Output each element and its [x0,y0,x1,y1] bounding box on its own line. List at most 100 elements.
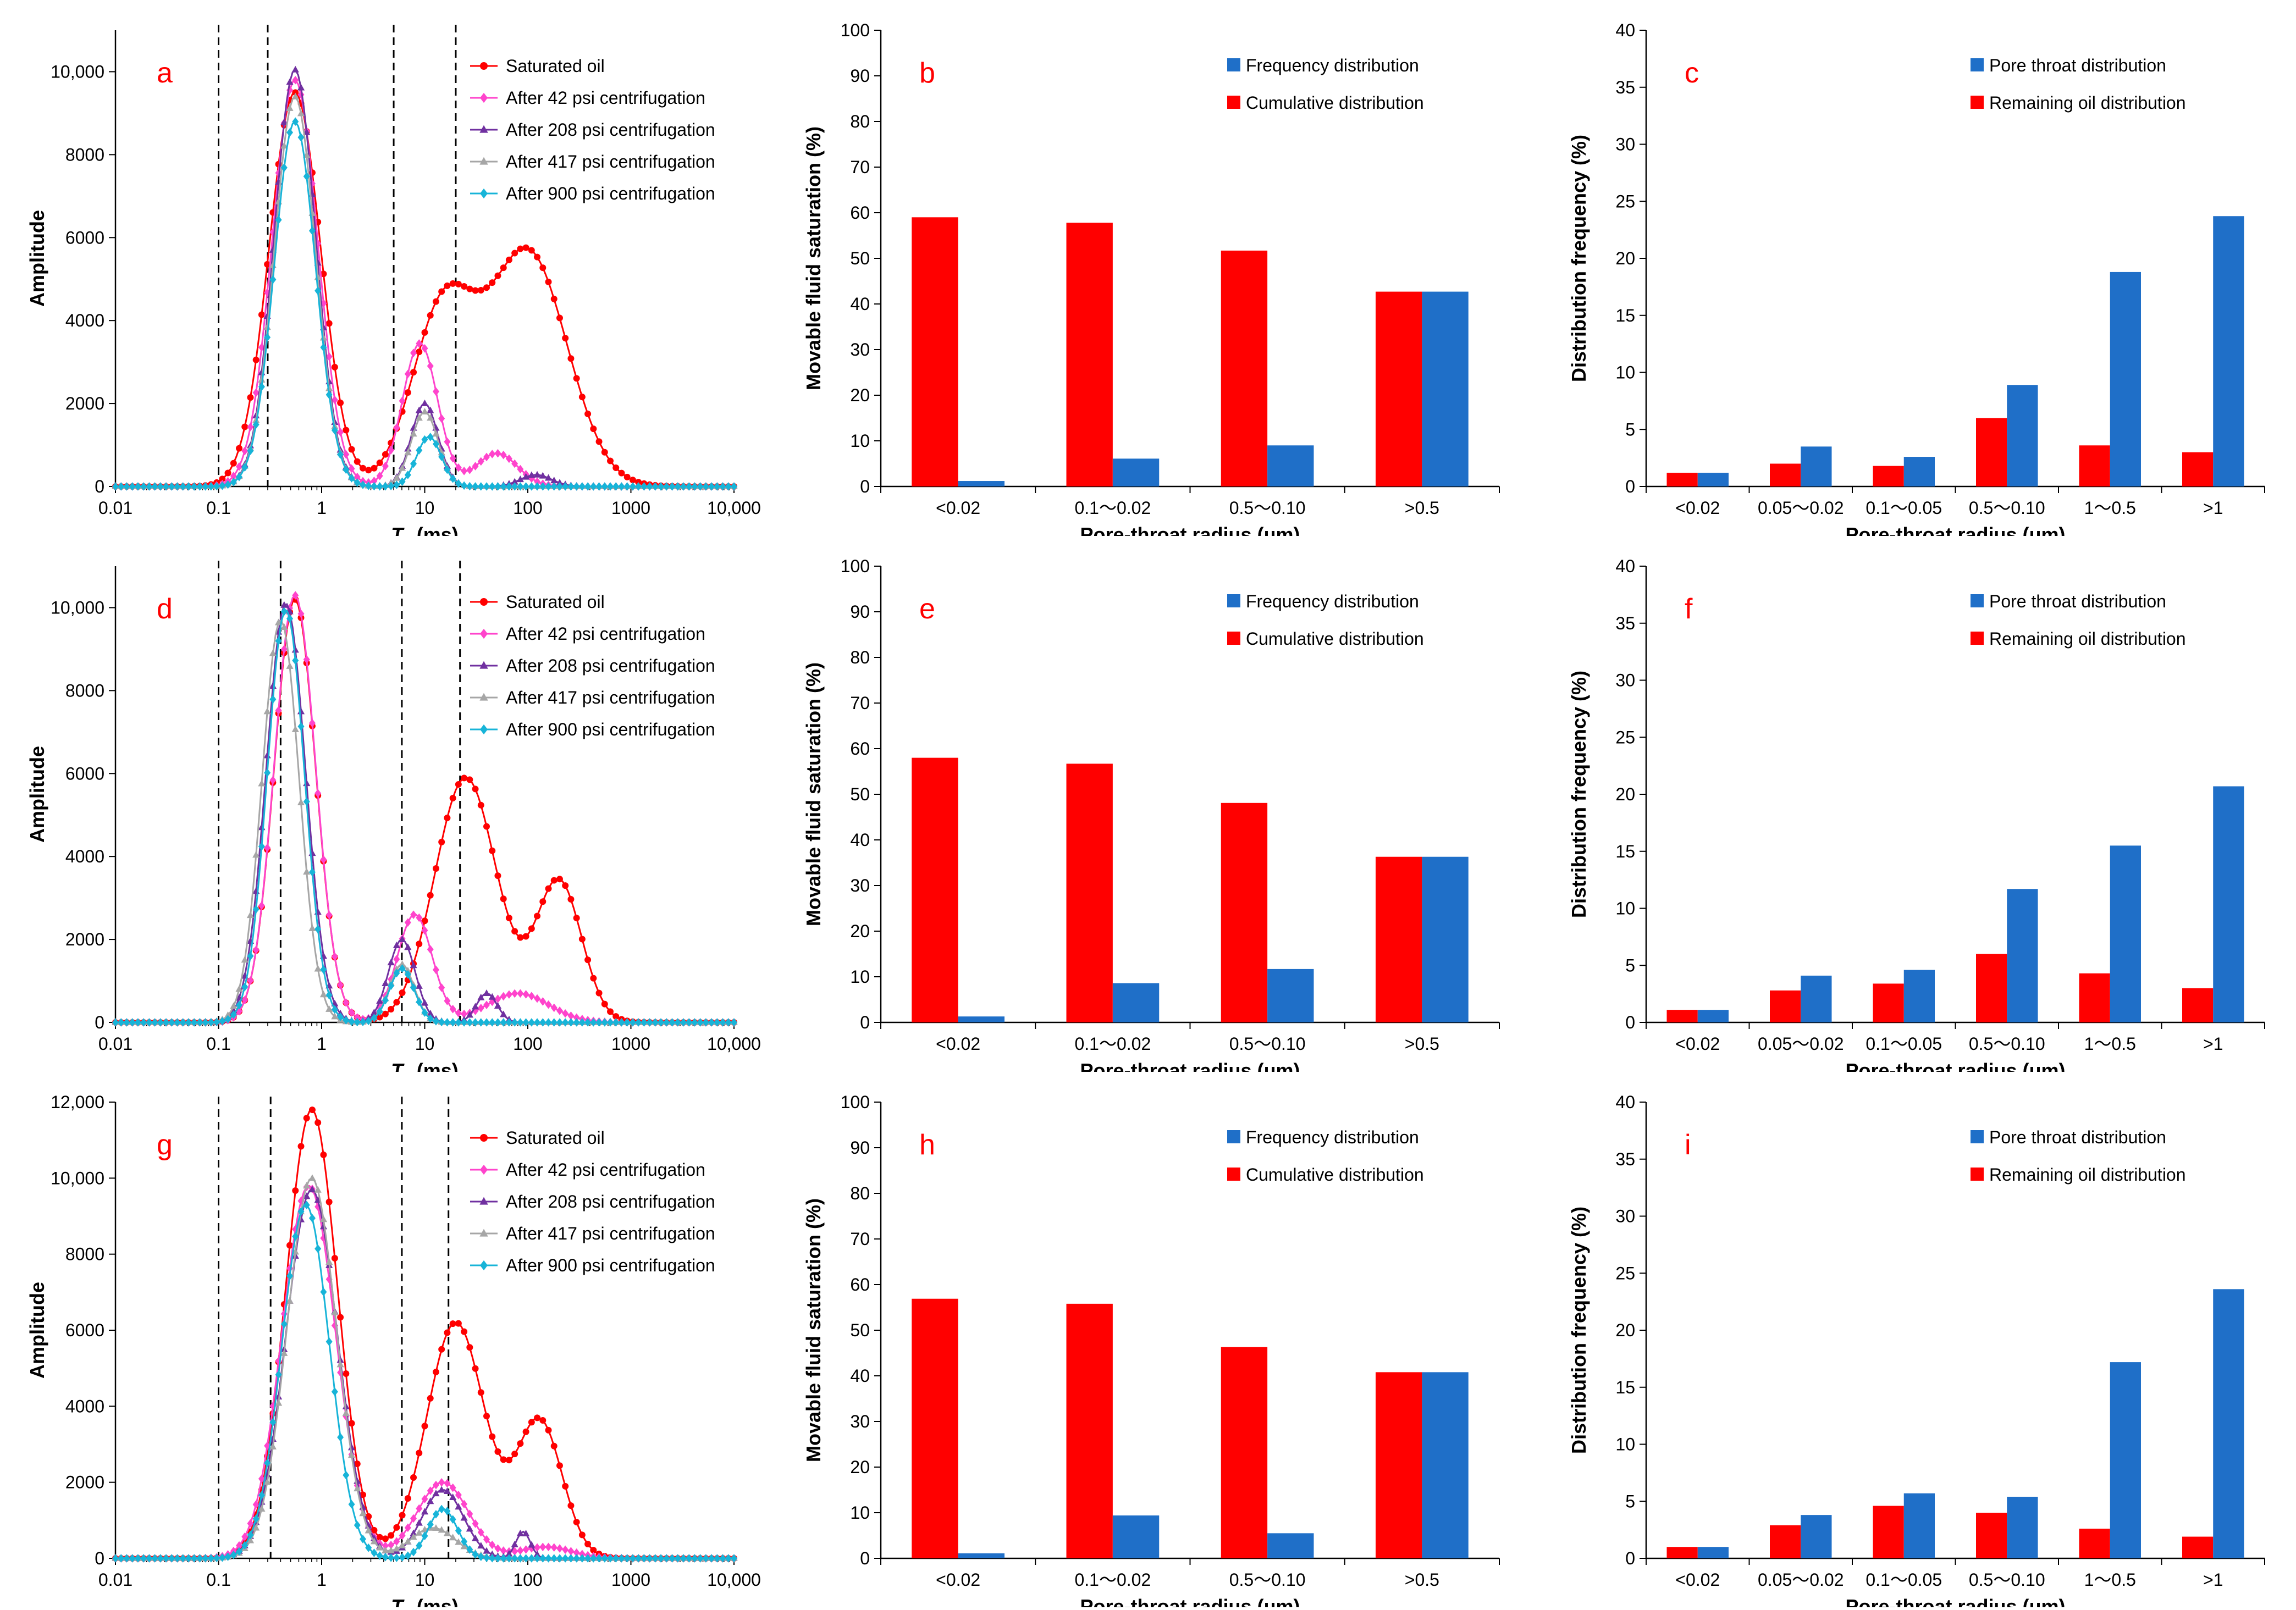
data-point [731,482,737,491]
x-tick-label: >1 [2203,1034,2223,1054]
data-point [466,1344,473,1351]
x-tick-label: >1 [2203,1570,2223,1590]
data-point [517,464,524,474]
data-point [118,1018,125,1027]
bar-blue [1801,975,1832,1022]
panel-letter: h [919,1129,935,1161]
data-point [421,407,429,414]
data-point [449,1515,456,1524]
data-point [623,473,631,480]
data-point [258,779,266,787]
x-tick-label: 0.1～0.05 [1866,1570,1942,1590]
data-point [438,1486,445,1493]
legend-label: After 208 psi centrifugation [506,1192,715,1211]
data-point [578,394,586,401]
data-point [325,384,333,391]
data-point [505,915,512,922]
data-point [202,1554,209,1563]
bar-blue [1267,969,1314,1022]
data-point [562,482,569,491]
data-point [347,1451,356,1458]
bar-red [1066,1303,1113,1558]
y-tick-label: 10,000 [51,597,104,617]
legend: Saturated oil After 42 psi centrifugation… [470,1128,715,1275]
data-point [652,1554,659,1563]
data-point [280,601,288,608]
chart-h: 0 10 20 30 40 50 60 70 80 90 100 <0.02 0.1～0.02 0.5～0… [802,1092,1500,1610]
data-point [556,1006,563,1015]
legend-swatch [1971,58,1984,71]
data-point [483,1535,490,1544]
bar-blue [1267,445,1314,486]
data-point [461,481,468,490]
data-point [539,1542,547,1552]
x-tick-label: 10 [415,1034,435,1054]
bar-blue [2110,1362,2141,1558]
data-point [702,482,709,491]
data-point [545,482,552,491]
series-line [115,79,734,488]
data-point [494,1448,501,1455]
data-point [196,1018,203,1027]
y-tick-label: 0 [860,477,870,496]
data-point [269,1442,277,1449]
y-tick-label: 25 [1615,191,1635,211]
data-point [438,983,445,992]
data-point [612,1554,620,1563]
data-point [404,449,412,456]
data-point [455,1018,462,1027]
chart-i: 0 5 10 15 20 25 30 35 40 <0.02 0.05～0.02 0.1～0.05 0.… [1568,1092,2265,1610]
series-after-417-psi-centrifugation [112,618,738,1025]
data-point [427,1010,434,1017]
data-point [663,1554,670,1563]
data-point [280,118,288,125]
bar-red [1976,954,2007,1022]
chart-panel-b: 0 10 20 30 40 50 60 70 80 90 100 <0.02 0.1～0.02 0.5～0… [765,0,1531,546]
x-tick-label: <0.02 [1675,498,1720,518]
data-point [404,1495,411,1502]
y-tick-label: 10,000 [51,62,104,81]
y-tick-label: 6000 [65,228,104,247]
data-point [303,779,311,787]
data-point [252,1514,260,1523]
data-point [342,1409,350,1417]
data-point [365,1526,372,1534]
data-point [477,1004,484,1013]
legend-label: After 417 psi centrifugation [506,688,715,707]
legend-marker [479,157,488,165]
data-point [528,1554,535,1563]
data-point [708,1554,715,1563]
y-axis-label: Movable fluid saturation (%) [802,662,825,926]
bar-blue [1801,446,1832,486]
data-point [714,1554,721,1563]
data-point [607,1018,614,1027]
bar-red [1376,856,1422,1022]
chart-e: 0 10 20 30 40 50 60 70 80 90 100 <0.02 0.1～0.02 0.5～0… [802,556,1500,1082]
data-point [444,1018,451,1027]
data-point [544,474,553,481]
data-point [308,1174,316,1181]
data-point [297,90,305,99]
legend-marker [480,188,488,199]
data-point [416,339,423,348]
data-point [663,1018,670,1027]
y-tick-label: 70 [850,693,870,713]
data-point [348,446,355,453]
x-tick-label: 0.1～0.02 [1074,498,1151,518]
data-point [444,282,451,289]
data-point [623,1018,631,1027]
data-point [477,801,484,809]
bar-red [2182,452,2214,486]
data-point [595,1554,603,1563]
data-point [280,1309,288,1319]
data-point [573,1013,580,1022]
y-tick-label: 4000 [65,847,104,866]
data-point [556,314,563,322]
y-tick-label: 0 [860,1548,870,1568]
data-point [449,474,456,483]
data-point [354,458,361,465]
data-point [376,1543,384,1551]
data-point [292,75,299,85]
data-point [247,422,254,431]
x-tick-label: >0.5 [1405,1570,1439,1590]
